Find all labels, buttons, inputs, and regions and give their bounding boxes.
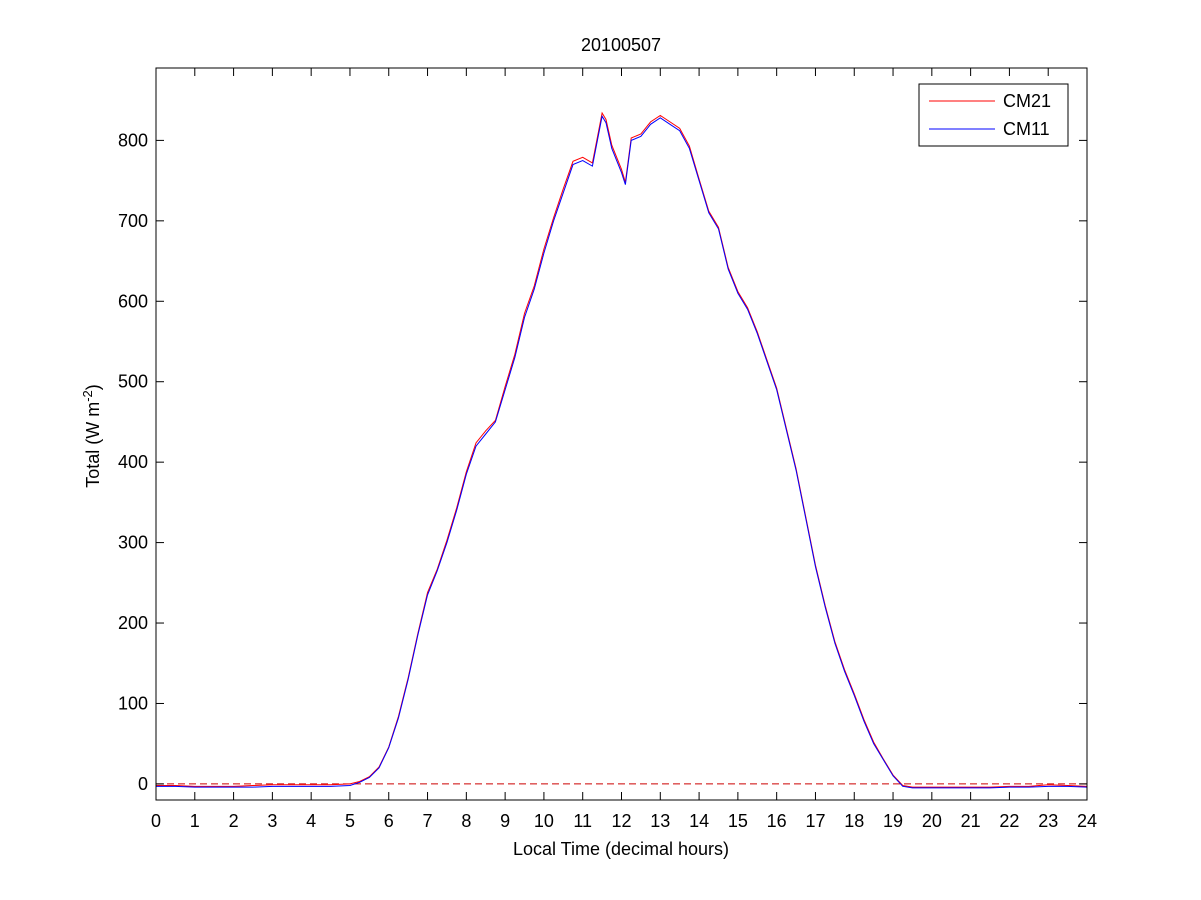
x-tick-label: 17 bbox=[805, 811, 825, 831]
x-tick-label: 6 bbox=[384, 811, 394, 831]
x-tick-label: 21 bbox=[961, 811, 981, 831]
legend-label-cm21: CM21 bbox=[1003, 91, 1051, 111]
x-tick-label: 8 bbox=[461, 811, 471, 831]
x-tick-label: 20 bbox=[922, 811, 942, 831]
y-axis: 0 100 200 300 400 500 600 700 800 bbox=[118, 130, 1087, 794]
x-tick-label: 5 bbox=[345, 811, 355, 831]
y-axis-label-exponent: -2 bbox=[80, 390, 95, 402]
x-tick-label: 19 bbox=[883, 811, 903, 831]
x-tick-label: 7 bbox=[423, 811, 433, 831]
x-tick-label: 14 bbox=[689, 811, 709, 831]
x-tick-label: 24 bbox=[1077, 811, 1097, 831]
series-line-cm11 bbox=[156, 114, 1087, 789]
legend: CM21 CM11 bbox=[918, 83, 1069, 147]
y-tick-label: 500 bbox=[118, 372, 148, 392]
x-axis: 0 1 2 3 4 5 6 7 8 9 10 11 12 13 14 15 16 17 18 19 20 21 22 23 24 bbox=[151, 68, 1097, 831]
x-tick-label: 16 bbox=[767, 811, 787, 831]
y-axis-label-close: ) bbox=[83, 384, 103, 390]
x-tick-label: 18 bbox=[844, 811, 864, 831]
y-tick-label: 300 bbox=[118, 533, 148, 553]
chart-title: 20100507 bbox=[581, 35, 661, 55]
y-tick-label: 100 bbox=[118, 693, 148, 713]
x-tick-label: 12 bbox=[611, 811, 631, 831]
x-tick-label: 10 bbox=[534, 811, 554, 831]
x-tick-label: 4 bbox=[306, 811, 316, 831]
y-tick-label: 600 bbox=[118, 291, 148, 311]
x-tick-label: 2 bbox=[229, 811, 239, 831]
x-tick-label: 15 bbox=[728, 811, 748, 831]
plot-lines bbox=[156, 111, 1087, 789]
legend-label-cm11: CM11 bbox=[1003, 119, 1050, 139]
y-axis-label-main: Total (W m bbox=[83, 402, 103, 488]
y-tick-label: 700 bbox=[118, 211, 148, 231]
x-tick-label: 3 bbox=[267, 811, 277, 831]
x-tick-label: 0 bbox=[151, 811, 161, 831]
x-tick-label: 13 bbox=[650, 811, 670, 831]
x-axis-label: Local Time (decimal hours) bbox=[513, 839, 729, 859]
y-tick-label: 400 bbox=[118, 452, 148, 472]
x-tick-label: 22 bbox=[999, 811, 1019, 831]
y-tick-label: 800 bbox=[118, 130, 148, 150]
y-axis-label: Total (W m-2) bbox=[80, 384, 103, 488]
legend-box bbox=[918, 83, 1069, 147]
plot-area bbox=[156, 111, 1087, 789]
y-tick-label: 0 bbox=[138, 774, 148, 794]
x-tick-label: 11 bbox=[573, 811, 592, 831]
y-tick-label: 200 bbox=[118, 613, 148, 633]
x-tick-label: 23 bbox=[1038, 811, 1058, 831]
x-tick-label: 1 bbox=[190, 811, 200, 831]
x-tick-label: 9 bbox=[500, 811, 510, 831]
